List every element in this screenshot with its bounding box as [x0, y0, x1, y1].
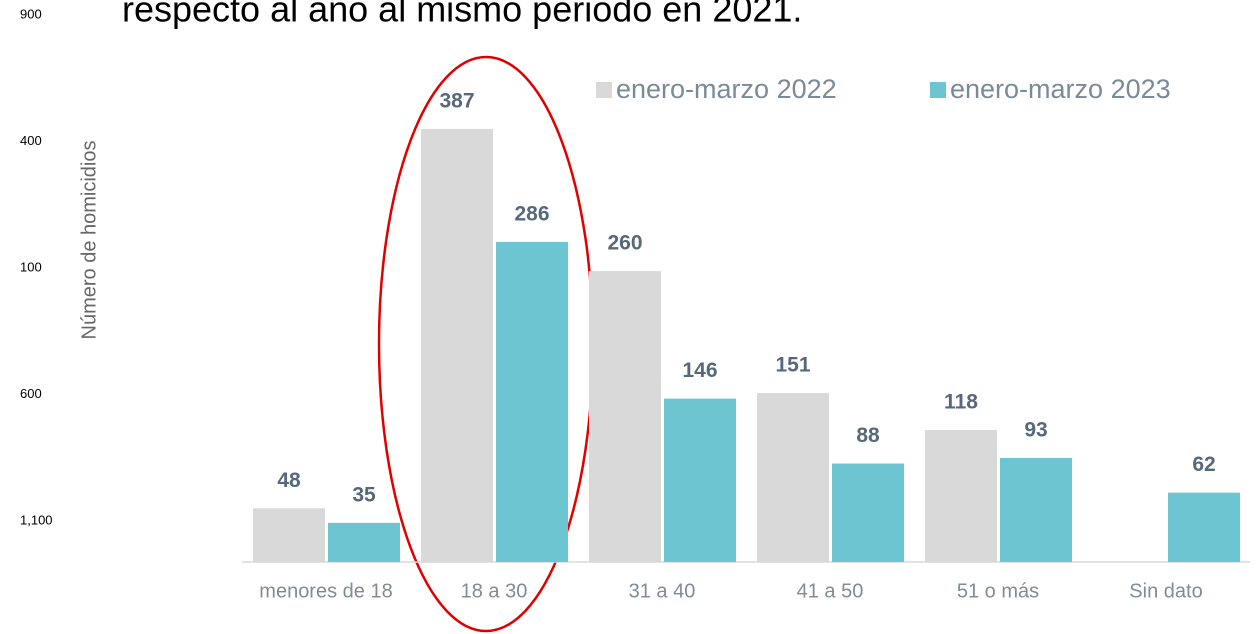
- x-tick-label: 31 a 40: [629, 580, 696, 602]
- data-label: 62: [1192, 453, 1215, 476]
- side-label: 400: [20, 133, 42, 148]
- bar: [757, 393, 829, 562]
- data-label: 146: [682, 359, 717, 382]
- bar: [832, 463, 904, 562]
- bar: [1000, 457, 1072, 562]
- data-label: 151: [775, 354, 810, 377]
- legend-swatch: [930, 82, 946, 98]
- side-label: 1,100: [20, 512, 53, 527]
- data-label: 93: [1024, 418, 1047, 441]
- x-tick-label: 18 a 30: [461, 580, 528, 602]
- data-label: 35: [352, 483, 376, 506]
- side-label: 100: [20, 259, 42, 274]
- bar: [253, 508, 325, 562]
- side-label: 600: [20, 386, 42, 401]
- chart-title: respecto al año al mismo periodo en 2021…: [122, 0, 802, 30]
- data-label: 387: [439, 89, 474, 112]
- legend-swatch: [596, 82, 612, 98]
- bar: [589, 271, 661, 562]
- side-label: 900: [20, 6, 42, 21]
- x-tick-label: 51 o más: [957, 580, 1039, 602]
- x-tick-label: menores de 18: [259, 580, 392, 602]
- bar: [925, 429, 997, 562]
- data-label: 48: [277, 469, 301, 492]
- legend-label: enero-marzo 2023: [950, 74, 1171, 104]
- bar: [496, 241, 568, 562]
- y-axis-label: Número de homicidios: [78, 141, 100, 340]
- data-label: 118: [944, 391, 978, 414]
- x-tick-label: 41 a 50: [797, 580, 864, 602]
- legend-label: enero-marzo 2022: [616, 74, 837, 104]
- x-tick-label: Sin dato: [1129, 580, 1202, 602]
- data-label: 286: [514, 203, 549, 226]
- bar: [328, 522, 400, 562]
- bar: [664, 398, 736, 562]
- data-label: 260: [607, 232, 642, 255]
- data-label: 88: [856, 424, 880, 447]
- bar: [1168, 492, 1240, 562]
- bar: [421, 128, 493, 562]
